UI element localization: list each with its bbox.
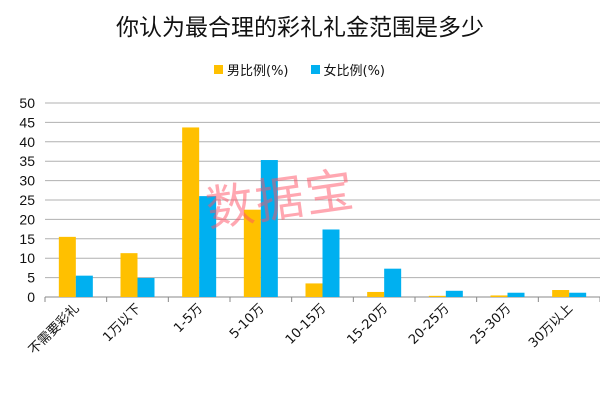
bar-male: [490, 295, 508, 297]
x-tick-label: 15-20万: [344, 301, 391, 348]
y-tick-label: 0: [27, 289, 35, 305]
bar-female: [260, 160, 278, 297]
bar-male: [120, 253, 138, 297]
y-tick-label: 35: [19, 153, 35, 169]
bar-female: [75, 275, 93, 297]
x-tick-label: 30万以上: [526, 301, 576, 351]
bar-female: [322, 229, 340, 297]
bar-female: [137, 277, 155, 297]
bar-female: [384, 268, 402, 297]
legend-label-male: 男比例(%): [227, 64, 289, 79]
bar-male: [243, 209, 261, 297]
x-tick-label: 1-5万: [171, 301, 206, 336]
x-tick-label: 5-10万: [227, 301, 268, 342]
y-tick-label: 25: [19, 192, 35, 208]
bar-female: [199, 196, 217, 297]
legend-swatch-female: [310, 65, 320, 74]
y-tick-label: 10: [19, 250, 35, 266]
legend-swatch-male: [214, 65, 223, 74]
y-tick-label: 50: [19, 95, 35, 111]
x-tick-label: 1万以下: [100, 301, 144, 345]
bar-male: [58, 236, 76, 297]
legend-label-female: 女比例(%): [323, 64, 386, 79]
bar-male: [552, 290, 570, 297]
x-tick-label: 20-25万: [406, 301, 453, 348]
x-tick-label: 25-30万: [468, 301, 515, 348]
legend: 男比例(%) 女比例(%): [214, 60, 385, 79]
x-tick-label: 不需要彩礼: [25, 301, 82, 358]
y-tick-label: 40: [19, 134, 35, 150]
chart-title: 你认为最合理的彩礼礼金范围是多少: [116, 15, 484, 41]
bar-male: [182, 127, 200, 297]
bar-female: [445, 290, 463, 297]
bar-male: [367, 291, 385, 297]
y-tick-label: 45: [19, 114, 35, 130]
bar-female: [569, 292, 587, 297]
legend-item-female: 女比例(%): [310, 60, 386, 79]
y-tick-label: 5: [27, 270, 35, 286]
y-tick-label: 20: [19, 211, 35, 227]
legend-item-male: 男比例(%): [214, 60, 289, 79]
x-tick-label: 10-15万: [283, 301, 330, 348]
bar-male: [428, 295, 446, 297]
bar-female: [507, 292, 525, 297]
y-tick-label: 30: [19, 173, 35, 189]
bar-male: [305, 283, 323, 297]
y-tick-label: 15: [19, 231, 35, 247]
